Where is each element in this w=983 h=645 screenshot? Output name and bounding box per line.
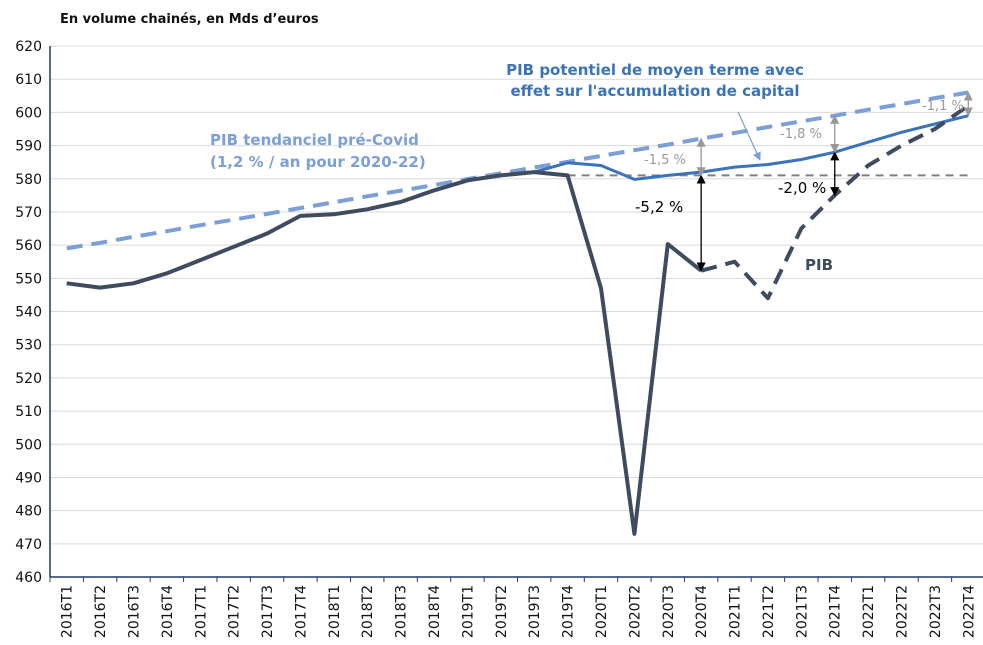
chart-title: En volume chainés, en Mds d’euros	[60, 12, 319, 27]
annotation: PIB potentiel de moyen terme avec	[506, 61, 804, 79]
y-tick-label: 500	[15, 437, 42, 453]
x-tick-label: 2019T1	[460, 585, 476, 638]
y-tick-label: 510	[15, 404, 42, 420]
y-tick-label: 570	[15, 205, 42, 221]
annotation: -1,8 %	[780, 127, 822, 142]
x-tick-label: 2018T1	[327, 585, 343, 638]
annotation: -5,2 %	[635, 198, 683, 216]
line-series	[66, 90, 969, 251]
annotation: -1,1 %	[922, 99, 964, 114]
x-tick-label: 2020T2	[627, 585, 643, 638]
annotation: -2,0 %	[778, 179, 826, 197]
y-tick-label: 580	[15, 172, 42, 188]
x-tick-label: 2018T3	[394, 585, 410, 638]
x-tick-label: 2022T1	[861, 585, 877, 638]
x-tick-label: 2016T4	[160, 585, 176, 638]
y-tick-label: 490	[15, 470, 42, 486]
x-tick-label: 2019T4	[561, 585, 577, 638]
y-tick-label: 610	[15, 72, 42, 88]
x-tick-label: 2021T1	[728, 585, 744, 638]
annotation: PIB tendanciel pré-Covid	[210, 131, 419, 149]
y-tick-label: 600	[15, 105, 42, 121]
x-tick-label: 2016T1	[60, 585, 76, 638]
x-tick-label: 2021T4	[828, 585, 844, 638]
x-tick-label: 2017T1	[193, 585, 209, 638]
x-tick-label: 2021T2	[761, 585, 777, 638]
annotation: effet sur l'accumulation de capital	[511, 82, 800, 100]
x-tick-label: 2021T3	[794, 585, 810, 638]
y-tick-label: 560	[15, 238, 42, 254]
leader	[737, 111, 761, 161]
y-tick-label: 460	[15, 570, 42, 586]
x-tick-label: 2017T2	[227, 585, 243, 638]
y-tick-label: 590	[15, 139, 42, 155]
x-tick-label: 2020T1	[594, 585, 610, 638]
x-tick-label: 2022T2	[895, 585, 911, 638]
y-tick-label: 520	[15, 371, 42, 387]
line-series	[533, 114, 969, 181]
y-tick-label: 480	[15, 504, 42, 520]
x-tick-label: 2022T4	[961, 585, 977, 638]
x-tick-label: 2022T3	[928, 585, 944, 638]
x-tick-label: 2017T3	[260, 585, 276, 638]
annotation: -1,5 %	[644, 153, 686, 168]
x-tick-label: 2019T2	[494, 585, 510, 638]
annotation: (1,2 % / an pour 2020-22)	[210, 153, 426, 171]
x-tick-label: 2018T4	[427, 585, 443, 638]
y-tick-label: 620	[15, 39, 42, 55]
x-tick-label: 2018T2	[360, 585, 376, 638]
x-tick-label: 2016T2	[93, 585, 109, 638]
x-tick-label: 2017T4	[293, 585, 309, 638]
x-tick-label: 2016T3	[126, 585, 142, 638]
y-tick-label: 470	[15, 537, 42, 553]
line-series	[66, 170, 703, 536]
annotation: PIB	[805, 256, 833, 274]
x-tick-label: 2019T3	[527, 585, 543, 638]
x-tick-label: 2020T4	[694, 585, 710, 638]
y-tick-label: 530	[15, 338, 42, 354]
y-tick-label: 550	[15, 271, 42, 287]
y-tick-label: 540	[15, 305, 42, 321]
x-tick-label: 2020T3	[661, 585, 677, 638]
